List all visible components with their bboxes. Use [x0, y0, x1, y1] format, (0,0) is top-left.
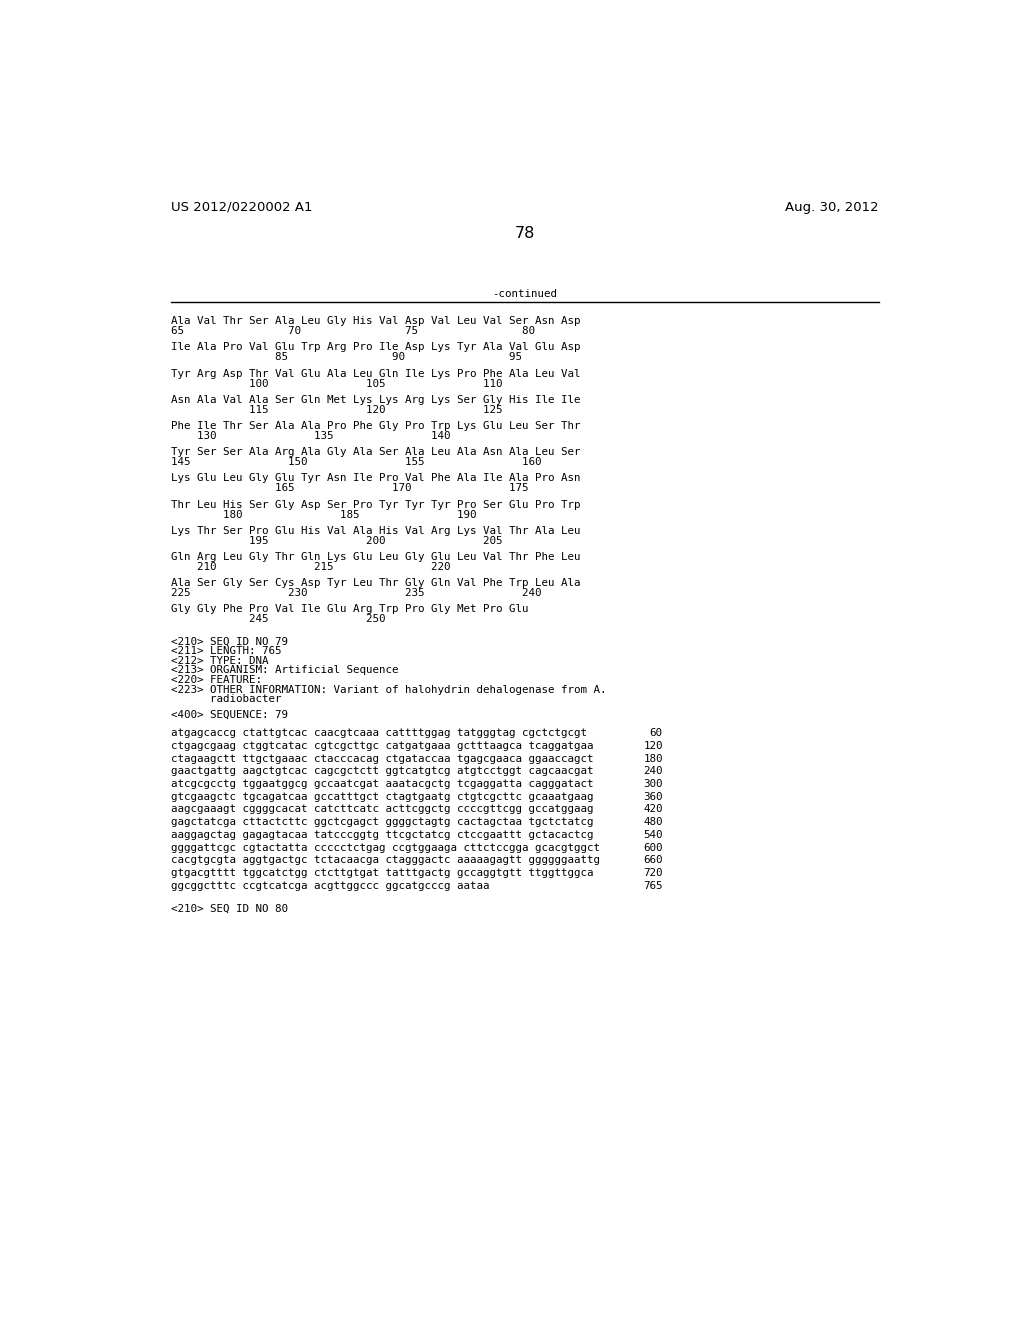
Text: 60: 60: [650, 729, 663, 738]
Text: 195               200               205: 195 200 205: [171, 536, 502, 545]
Text: 120: 120: [643, 741, 663, 751]
Text: Lys Thr Ser Pro Glu His Val Ala His Val Arg Lys Val Thr Ala Leu: Lys Thr Ser Pro Glu His Val Ala His Val …: [171, 525, 581, 536]
Text: 65                70                75                80: 65 70 75 80: [171, 326, 535, 337]
Text: 180               185               190: 180 185 190: [171, 510, 476, 520]
Text: gaactgattg aagctgtcac cagcgctctt ggtcatgtcg atgtcctggt cagcaacgat: gaactgattg aagctgtcac cagcgctctt ggtcatg…: [171, 767, 593, 776]
Text: aagcgaaagt cggggcacat catcttcatc acttcggctg ccccgttcgg gccatggaag: aagcgaaagt cggggcacat catcttcatc acttcgg…: [171, 804, 593, 814]
Text: Thr Leu His Ser Gly Asp Ser Pro Tyr Tyr Tyr Pro Ser Glu Pro Trp: Thr Leu His Ser Gly Asp Ser Pro Tyr Tyr …: [171, 499, 581, 510]
Text: 85                90                95: 85 90 95: [171, 352, 521, 363]
Text: Ile Ala Pro Val Glu Trp Arg Pro Ile Asp Lys Tyr Ala Val Glu Asp: Ile Ala Pro Val Glu Trp Arg Pro Ile Asp …: [171, 342, 581, 352]
Text: Gly Gly Phe Pro Val Ile Glu Arg Trp Pro Gly Met Pro Glu: Gly Gly Phe Pro Val Ile Glu Arg Trp Pro …: [171, 605, 528, 614]
Text: 165               170               175: 165 170 175: [171, 483, 528, 494]
Text: <212> TYPE: DNA: <212> TYPE: DNA: [171, 656, 268, 665]
Text: 115               120               125: 115 120 125: [171, 405, 502, 414]
Text: <220> FEATURE:: <220> FEATURE:: [171, 675, 261, 685]
Text: 420: 420: [643, 804, 663, 814]
Text: 240: 240: [643, 767, 663, 776]
Text: Ala Ser Gly Ser Cys Asp Tyr Leu Thr Gly Gln Val Phe Trp Leu Ala: Ala Ser Gly Ser Cys Asp Tyr Leu Thr Gly …: [171, 578, 581, 587]
Text: <210> SEQ ID NO 79: <210> SEQ ID NO 79: [171, 636, 288, 647]
Text: Ala Val Thr Ser Ala Leu Gly His Val Asp Val Leu Val Ser Asn Asp: Ala Val Thr Ser Ala Leu Gly His Val Asp …: [171, 317, 581, 326]
Text: 78: 78: [515, 226, 535, 242]
Text: atgagcaccg ctattgtcac caacgtcaaa cattttggag tatgggtag cgctctgcgt: atgagcaccg ctattgtcac caacgtcaaa cattttg…: [171, 729, 587, 738]
Text: <211> LENGTH: 765: <211> LENGTH: 765: [171, 647, 282, 656]
Text: Tyr Arg Asp Thr Val Glu Ala Leu Gln Ile Lys Pro Phe Ala Leu Val: Tyr Arg Asp Thr Val Glu Ala Leu Gln Ile …: [171, 368, 581, 379]
Text: 720: 720: [643, 869, 663, 878]
Text: 145               150               155               160: 145 150 155 160: [171, 457, 541, 467]
Text: 360: 360: [643, 792, 663, 801]
Text: 480: 480: [643, 817, 663, 828]
Text: gagctatcga cttactcttc ggctcgagct ggggctagtg cactagctaa tgctctatcg: gagctatcga cttactcttc ggctcgagct ggggcta…: [171, 817, 593, 828]
Text: <223> OTHER INFORMATION: Variant of halohydrin dehalogenase from A.: <223> OTHER INFORMATION: Variant of halo…: [171, 685, 606, 694]
Text: <213> ORGANISM: Artificial Sequence: <213> ORGANISM: Artificial Sequence: [171, 665, 398, 676]
Text: ctagaagctt ttgctgaaac ctacccacag ctgataccaa tgagcgaaca ggaaccagct: ctagaagctt ttgctgaaac ctacccacag ctgatac…: [171, 754, 593, 763]
Text: 130               135               140: 130 135 140: [171, 430, 451, 441]
Text: radiobacter: radiobacter: [171, 694, 282, 705]
Text: 100               105               110: 100 105 110: [171, 379, 502, 388]
Text: <400> SEQUENCE: 79: <400> SEQUENCE: 79: [171, 709, 288, 719]
Text: 245               250: 245 250: [171, 614, 385, 624]
Text: -continued: -continued: [493, 289, 557, 300]
Text: Asn Ala Val Ala Ser Gln Met Lys Lys Arg Lys Ser Gly His Ile Ile: Asn Ala Val Ala Ser Gln Met Lys Lys Arg …: [171, 395, 581, 405]
Text: Tyr Ser Ser Ala Arg Ala Gly Ala Ser Ala Leu Ala Asn Ala Leu Ser: Tyr Ser Ser Ala Arg Ala Gly Ala Ser Ala …: [171, 447, 581, 457]
Text: <210> SEQ ID NO 80: <210> SEQ ID NO 80: [171, 904, 288, 915]
Text: ggcggctttc ccgtcatcga acgttggccc ggcatgcccg aataa: ggcggctttc ccgtcatcga acgttggccc ggcatgc…: [171, 880, 489, 891]
Text: atcgcgcctg tggaatggcg gccaatcgat aaatacgctg tcgaggatta cagggatact: atcgcgcctg tggaatggcg gccaatcgat aaatacg…: [171, 779, 593, 789]
Text: 765: 765: [643, 880, 663, 891]
Text: ggggattcgc cgtactatta ccccctctgag ccgtggaaga cttctccgga gcacgtggct: ggggattcgc cgtactatta ccccctctgag ccgtgg…: [171, 842, 600, 853]
Text: gtgacgtttt tggcatctgg ctcttgtgat tatttgactg gccaggtgtt ttggttggca: gtgacgtttt tggcatctgg ctcttgtgat tatttga…: [171, 869, 593, 878]
Text: 600: 600: [643, 842, 663, 853]
Text: US 2012/0220002 A1: US 2012/0220002 A1: [171, 201, 312, 214]
Text: cacgtgcgta aggtgactgc tctacaacga ctagggactc aaaaagagtt ggggggaattg: cacgtgcgta aggtgactgc tctacaacga ctaggga…: [171, 855, 600, 865]
Text: 540: 540: [643, 830, 663, 840]
Text: 225               230               235               240: 225 230 235 240: [171, 589, 541, 598]
Text: Lys Glu Leu Gly Glu Tyr Asn Ile Pro Val Phe Ala Ile Ala Pro Asn: Lys Glu Leu Gly Glu Tyr Asn Ile Pro Val …: [171, 474, 581, 483]
Text: gtcgaagctc tgcagatcaa gccatttgct ctagtgaatg ctgtcgcttc gcaaatgaag: gtcgaagctc tgcagatcaa gccatttgct ctagtga…: [171, 792, 593, 801]
Text: 210               215               220: 210 215 220: [171, 562, 451, 572]
Text: 300: 300: [643, 779, 663, 789]
Text: Phe Ile Thr Ser Ala Ala Pro Phe Gly Pro Trp Lys Glu Leu Ser Thr: Phe Ile Thr Ser Ala Ala Pro Phe Gly Pro …: [171, 421, 581, 430]
Text: ctgagcgaag ctggtcatac cgtcgcttgc catgatgaaa gctttaagca tcaggatgaa: ctgagcgaag ctggtcatac cgtcgcttgc catgatg…: [171, 741, 593, 751]
Text: Gln Arg Leu Gly Thr Gln Lys Glu Leu Gly Glu Leu Val Thr Phe Leu: Gln Arg Leu Gly Thr Gln Lys Glu Leu Gly …: [171, 552, 581, 562]
Text: 660: 660: [643, 855, 663, 865]
Text: 180: 180: [643, 754, 663, 763]
Text: aaggagctag gagagtacaa tatcccggtg ttcgctatcg ctccgaattt gctacactcg: aaggagctag gagagtacaa tatcccggtg ttcgcta…: [171, 830, 593, 840]
Text: Aug. 30, 2012: Aug. 30, 2012: [785, 201, 879, 214]
